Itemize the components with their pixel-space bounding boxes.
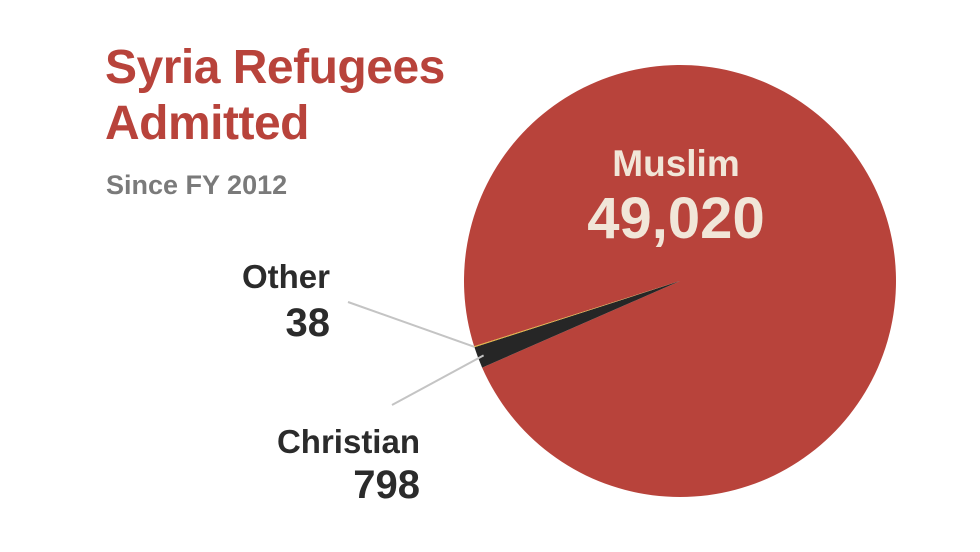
- slice-label-christian: Christian: [277, 423, 420, 460]
- leader-line-other: [347, 301, 475, 348]
- chart-subtitle: Since FY 2012: [106, 170, 288, 200]
- leader-lines: [347, 301, 485, 406]
- pie-slices: [463, 64, 896, 497]
- slice-value-muslim: 49,020: [587, 186, 764, 251]
- pie-slice-other: [474, 281, 680, 348]
- title-line-2: Admitted: [105, 97, 309, 150]
- slice-value-other: 38: [286, 301, 331, 345]
- pie-slice-christian: [474, 281, 680, 368]
- chart-title: Syria Refugees Admitted: [105, 40, 445, 152]
- title-line-1: Syria Refugees: [105, 41, 445, 94]
- pie-slice-muslim: [463, 64, 896, 497]
- slice-label-muslim: Muslim: [612, 143, 739, 184]
- leader-line-christian: [391, 354, 485, 406]
- slice-label-other: Other: [242, 258, 330, 295]
- slice-value-christian: 798: [353, 463, 420, 507]
